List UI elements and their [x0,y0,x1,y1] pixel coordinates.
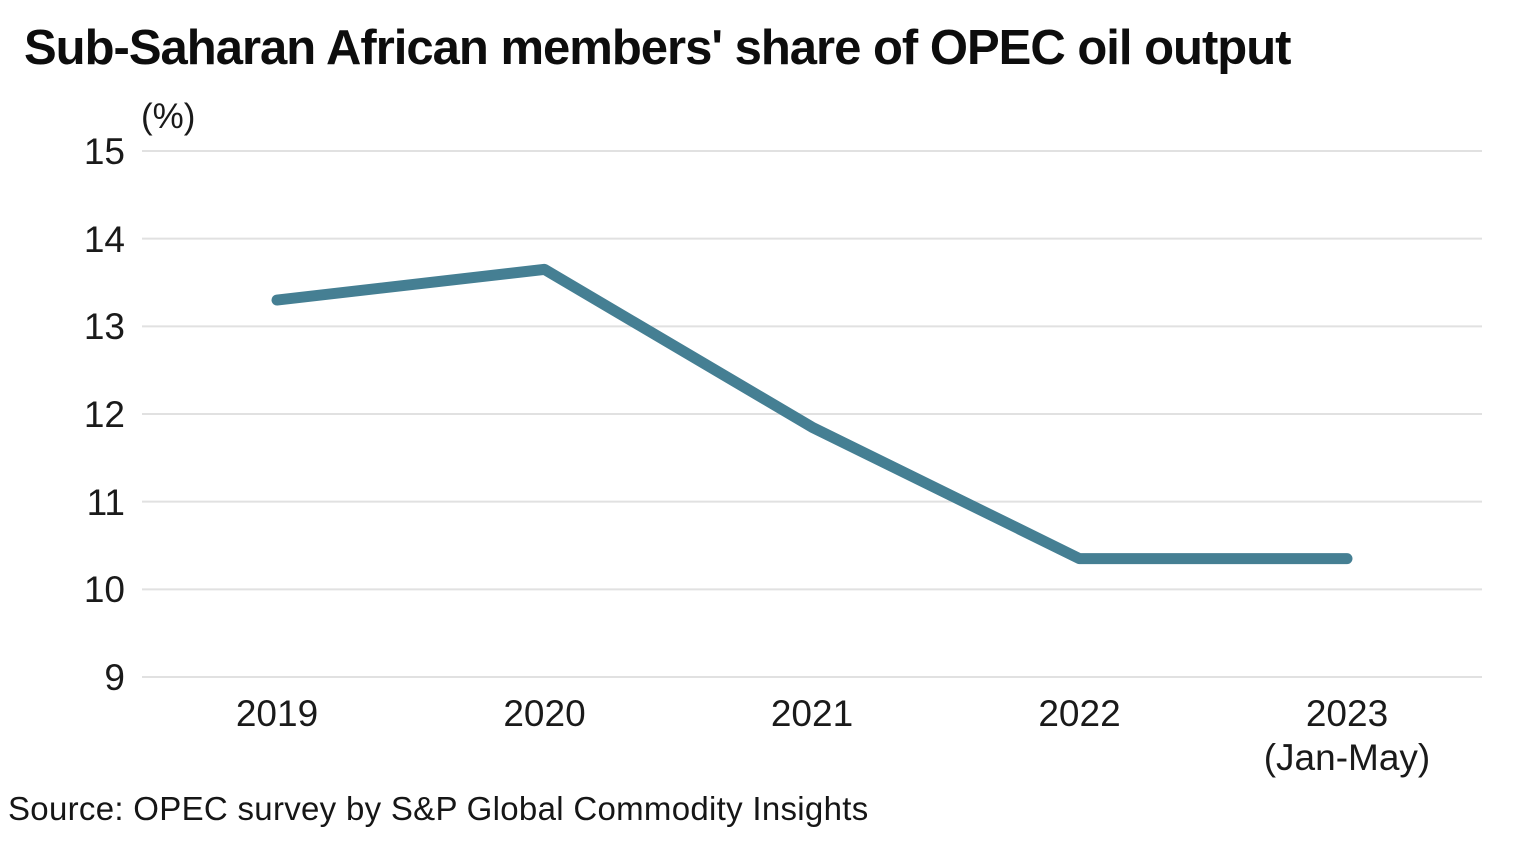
x-tick-year: 2022 [1038,693,1121,734]
trend-line [271,263,1353,565]
y-tick-label-15: 15 [83,131,125,172]
gridlines [142,150,1482,678]
y-tick-label-12: 12 [83,394,125,435]
x-tick-year: 2023 [1305,693,1389,734]
source-note: Source: OPEC survey by S&P Global Commod… [8,790,869,827]
x-tick-label-2020: 2020 [415,692,675,736]
y-tick-label-11: 11 [86,481,125,523]
x-tick-year: 2019 [235,693,319,734]
y-tick-label-10: 10 [83,569,125,611]
y-axis-unit-label: (%) [141,97,196,136]
x-tick-label-2021: 2021 [682,692,942,736]
x-tick-label-2019: 2019 [147,692,407,736]
x-tick-label-2023: 2023 (Jan-May) [1217,692,1477,780]
y-tick-label-9: 9 [104,657,125,698]
y-tick-label-14: 14 [83,218,125,260]
x-tick-year: 2021 [770,693,854,734]
x-tick-sublabel: (Jan-May) [1263,737,1431,778]
x-tick-label-2022: 2022 [950,692,1210,736]
x-tick-year: 2020 [503,693,586,734]
chart-title: Sub-Saharan African members' share of OP… [24,21,1291,75]
y-tick-label-13: 13 [83,306,125,348]
